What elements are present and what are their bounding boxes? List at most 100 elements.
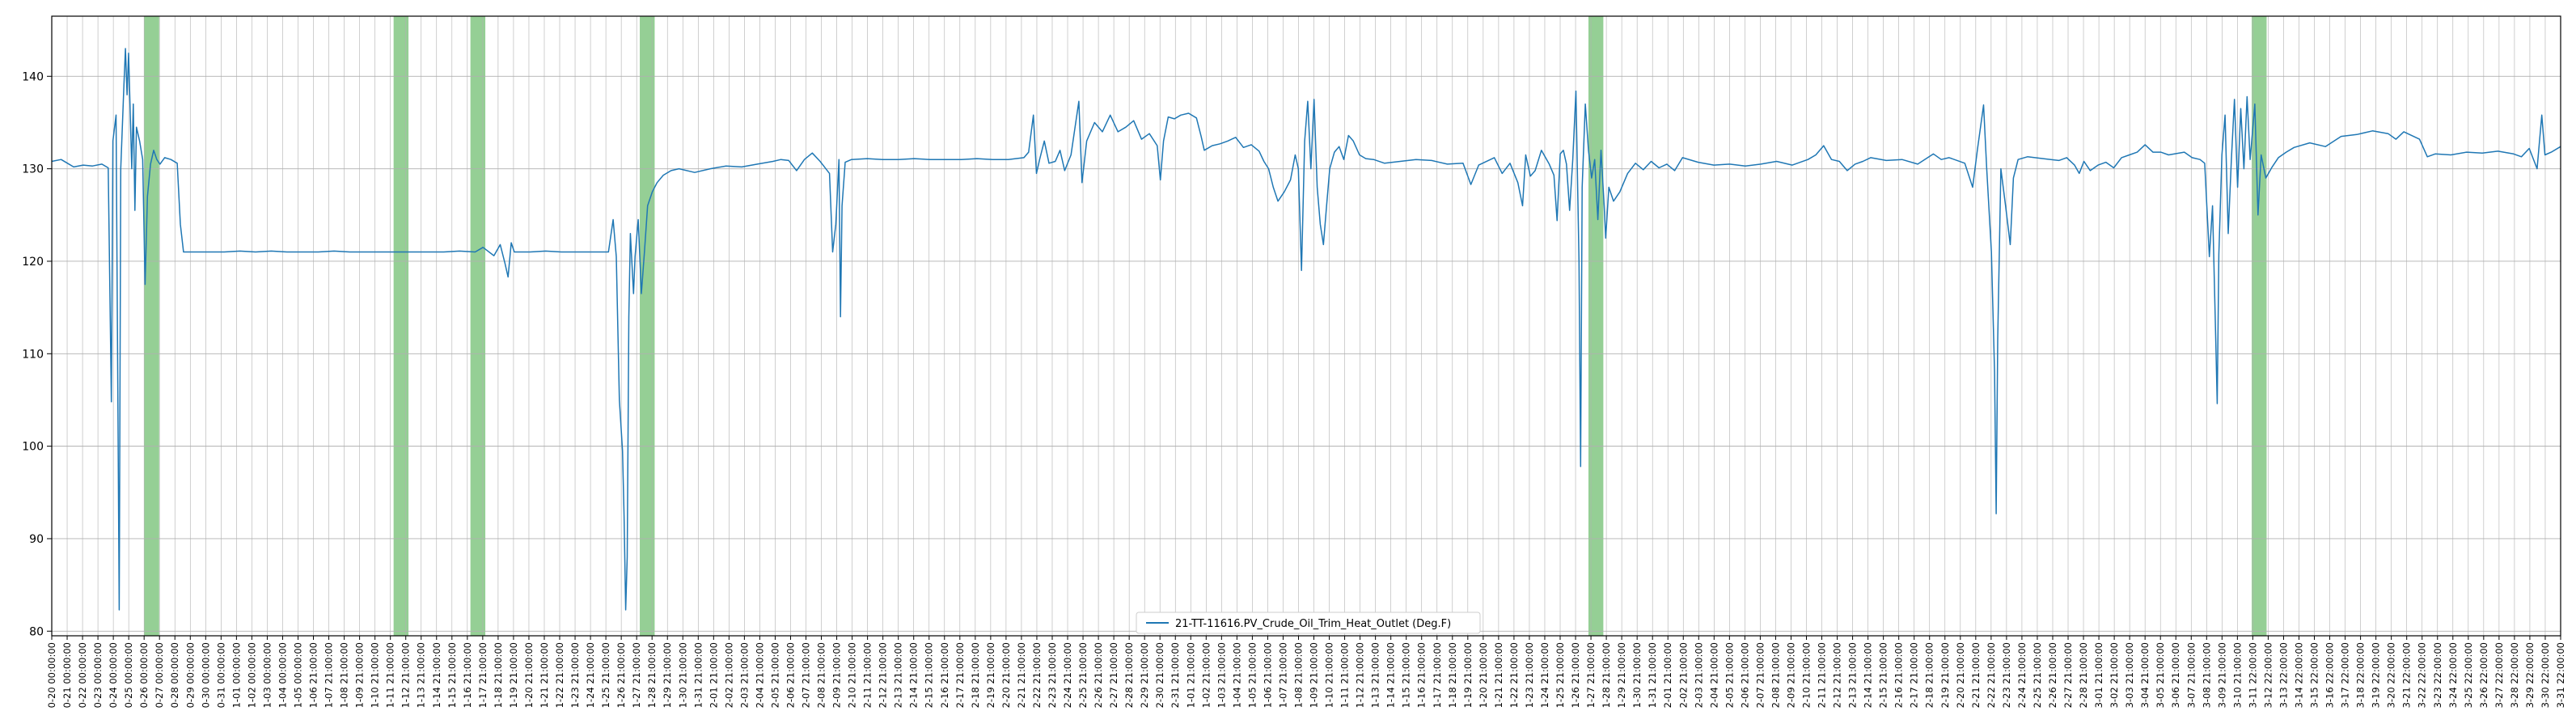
x-tick-label: 1-27 21:00:00 xyxy=(1585,642,1597,708)
x-tick-label: 3-10 21:00:00 xyxy=(2231,642,2243,708)
x-tick-label: 1-24 21:00:00 xyxy=(1539,642,1550,708)
x-tick-label: 2-02 21:00:00 xyxy=(723,642,734,708)
x-tick-label: 2-27 21:00:00 xyxy=(2062,642,2074,708)
shaded-band-5 xyxy=(1588,16,1604,636)
x-tick-label: 2-12 21:00:00 xyxy=(878,642,889,708)
x-tick-label: 1-18 21:00:00 xyxy=(493,642,504,708)
x-tick-label: 1-11 21:00:00 xyxy=(1339,642,1351,708)
x-tick-label: 2-03 21:00:00 xyxy=(738,642,750,708)
x-tick-label: 1-10 21:00:00 xyxy=(370,642,381,708)
x-tick-label: 1-22 21:00:00 xyxy=(554,642,565,708)
x-tick-label: 3-17 22:00:00 xyxy=(2340,642,2351,708)
x-tick-label: 1-09 21:00:00 xyxy=(1309,642,1320,708)
x-tick-label: 2-28 21:00:00 xyxy=(2078,642,2089,708)
x-tick-label: 2-21 21:00:00 xyxy=(1016,642,1027,708)
x-tick-label: 0-25 00:00:00 xyxy=(123,642,134,708)
shaded-band-6 xyxy=(2252,16,2267,636)
x-axis: 0-20 00:00:00 0-21 00:00:00 0-22 00:00:00 0… xyxy=(46,636,2566,708)
x-tick-label: 2-13 21:00:00 xyxy=(893,642,904,708)
x-tick-label: 1-16 21:00:00 xyxy=(1416,642,1428,708)
x-tick-label: 1-21 21:00:00 xyxy=(1493,642,1504,708)
legend[interactable]: 21-TT-11616.PV_Crude_Oil_Trim_Heat_Outle… xyxy=(1136,612,1481,634)
x-tick-label: 1-12 21:00:00 xyxy=(1355,642,1366,708)
x-tick-label: 3-07 21:00:00 xyxy=(2185,642,2197,708)
x-tick-label: 1-28 21:00:00 xyxy=(646,642,658,708)
x-tick-label: 2-20 21:00:00 xyxy=(1955,642,1966,708)
x-tick-label: 2-13 21:00:00 xyxy=(1847,642,1859,708)
x-tick-label: 2-31 21:00:00 xyxy=(1170,642,1181,708)
x-tick-label: 2-10 21:00:00 xyxy=(1800,642,1812,708)
x-tick-label: 3-03 21:00:00 xyxy=(2124,642,2135,708)
x-tick-label: 2-06 21:00:00 xyxy=(785,642,796,708)
x-tick-label: 3-21 22:00:00 xyxy=(2401,642,2413,708)
x-tick-label: 2-20 21:00:00 xyxy=(1000,642,1012,708)
x-tick-label: 1-14 21:00:00 xyxy=(1385,642,1397,708)
x-tick-label: 1-04 21:00:00 xyxy=(1231,642,1242,708)
x-tick-label: 3-02 21:00:00 xyxy=(2109,642,2120,708)
x-tick-label: 2-25 21:00:00 xyxy=(1077,642,1089,708)
x-tick-label: 2-06 21:00:00 xyxy=(1739,642,1750,708)
x-tick-label: 2-26 21:00:00 xyxy=(1093,642,1104,708)
x-tick-label: 2-09 21:00:00 xyxy=(1785,642,1796,708)
x-tick-label: 0-29 00:00:00 xyxy=(184,642,196,708)
x-tick-label: 2-18 21:00:00 xyxy=(970,642,981,708)
legend-box xyxy=(1136,612,1481,634)
x-tick-label: 1-13 21:00:00 xyxy=(416,642,427,708)
x-tick-label: 1-25 21:00:00 xyxy=(600,642,611,708)
x-tick-label: 3-11 22:00:00 xyxy=(2247,642,2258,708)
shaded-bands xyxy=(144,16,2267,636)
x-tick-label: 2-24 21:00:00 xyxy=(1062,642,1073,708)
series-lines xyxy=(51,48,2561,611)
x-tick-label: 0-30 00:00:00 xyxy=(200,642,211,708)
x-tick-label: 2-28 21:00:00 xyxy=(1123,642,1135,708)
x-tick-label: 1-26 21:00:00 xyxy=(1570,642,1581,708)
grid-lines xyxy=(51,16,2561,636)
x-tick-label: 0-24 00:00:00 xyxy=(108,642,119,708)
x-tick-label: 0-28 00:00:00 xyxy=(169,642,180,708)
x-tick-label: 1-03 21:00:00 xyxy=(1216,642,1227,708)
x-tick-label: 3-13 22:00:00 xyxy=(2278,642,2289,708)
y-tick-label: 100 xyxy=(22,441,44,454)
x-tick-label: 2-16 21:00:00 xyxy=(939,642,950,708)
x-tick-label: 2-29 21:00:00 xyxy=(1139,642,1150,708)
x-tick-label: 3-31 22:00:00 xyxy=(2555,642,2566,708)
x-tick-label: 3-08 21:00:00 xyxy=(2201,642,2212,708)
x-tick-label: 2-14 21:00:00 xyxy=(908,642,920,708)
x-tick-label: 3-09 21:00:00 xyxy=(2216,642,2227,708)
x-tick-label: 1-20 21:00:00 xyxy=(523,642,535,708)
x-tick-label: 1-11 21:00:00 xyxy=(385,642,396,708)
x-tick-label: 2-04 21:00:00 xyxy=(754,642,765,708)
x-tick-label: 1-23 21:00:00 xyxy=(1524,642,1535,708)
x-tick-label: 2-19 21:00:00 xyxy=(985,642,996,708)
x-tick-label: 1-17 21:00:00 xyxy=(477,642,489,708)
x-tick-label: 2-01 21:00:00 xyxy=(708,642,719,708)
x-tick-label: 2-07 21:00:00 xyxy=(1754,642,1766,708)
x-tick-label: 1-07 21:00:00 xyxy=(1277,642,1288,708)
x-tick-label: 2-14 21:00:00 xyxy=(1863,642,1874,708)
y-tick-label: 110 xyxy=(22,348,44,361)
x-tick-label: 2-08 21:00:00 xyxy=(816,642,827,708)
x-tick-label: 3-01 21:00:00 xyxy=(2093,642,2104,708)
x-tick-label: 1-13 21:00:00 xyxy=(1370,642,1381,708)
x-tick-label: 1-20 21:00:00 xyxy=(1478,642,1489,708)
shaded-band-2 xyxy=(393,16,409,636)
x-tick-label: 3-05 21:00:00 xyxy=(2155,642,2166,708)
x-tick-label: 2-17 21:00:00 xyxy=(954,642,966,708)
x-tick-label: 2-09 21:00:00 xyxy=(831,642,843,708)
x-tick-label: 1-09 21:00:00 xyxy=(354,642,366,708)
x-tick-label: 1-01 21:00:00 xyxy=(1185,642,1196,708)
x-tick-label: 1-24 21:00:00 xyxy=(585,642,596,708)
x-tick-label: 2-21 21:00:00 xyxy=(1970,642,1982,708)
x-tick-label: 2-18 21:00:00 xyxy=(1924,642,1935,708)
x-tick-label: 3-24 22:00:00 xyxy=(2447,642,2459,708)
y-tick-label: 140 xyxy=(22,70,44,83)
y-tick-label: 120 xyxy=(22,256,44,269)
x-tick-label: 1-02 21:00:00 xyxy=(1200,642,1212,708)
x-tick-label: 2-27 21:00:00 xyxy=(1108,642,1119,708)
x-tick-label: 1-02 00:00:00 xyxy=(246,642,257,708)
x-tick-label: 3-16 22:00:00 xyxy=(2324,642,2336,708)
x-tick-label: 1-08 21:00:00 xyxy=(339,642,350,708)
x-tick-label: 2-11 21:00:00 xyxy=(862,642,873,708)
x-tick-label: 0-27 00:00:00 xyxy=(154,642,165,708)
